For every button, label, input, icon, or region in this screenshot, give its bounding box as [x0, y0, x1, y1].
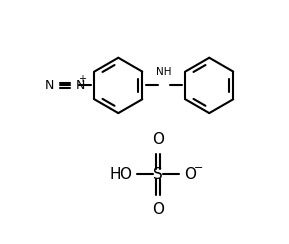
Text: O: O: [152, 202, 164, 217]
Text: O: O: [119, 167, 131, 182]
Text: −: −: [193, 163, 203, 173]
Text: NH: NH: [156, 67, 172, 77]
Text: H: H: [110, 167, 121, 182]
Text: O: O: [185, 167, 197, 182]
Text: N: N: [76, 79, 85, 92]
Text: O: O: [152, 132, 164, 147]
Text: S: S: [153, 167, 163, 182]
Text: +: +: [78, 74, 86, 84]
Text: N: N: [45, 79, 54, 92]
